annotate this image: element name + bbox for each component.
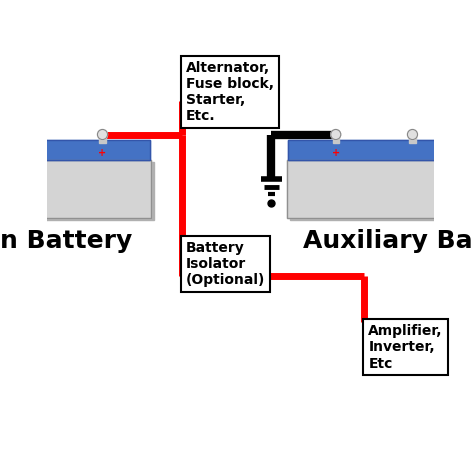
Bar [333, 136, 339, 143]
Text: +: + [99, 148, 107, 158]
Bar [0, 140, 150, 160]
Bar [288, 140, 460, 160]
Circle shape [98, 129, 108, 139]
Bar [0, 160, 151, 218]
Text: Battery
Isolator
(Optional): Battery Isolator (Optional) [186, 241, 265, 287]
Bar [288, 140, 460, 160]
Text: +: + [332, 148, 340, 158]
Bar [0, 140, 150, 160]
Bar [0, 162, 154, 220]
Text: Auxiliary Ba: Auxiliary Ba [303, 229, 473, 253]
Bar [23, 136, 29, 143]
Text: Amplifier,
Inverter,
Etc: Amplifier, Inverter, Etc [368, 324, 443, 371]
Bar [410, 136, 416, 143]
Circle shape [408, 129, 418, 139]
Bar [290, 162, 464, 220]
Bar [287, 160, 461, 218]
Bar [287, 160, 461, 218]
Text: n Battery: n Battery [0, 229, 132, 253]
Bar [0, 160, 151, 218]
Circle shape [21, 129, 31, 139]
Circle shape [331, 129, 341, 139]
Text: Alternator,
Fuse block,
Starter,
Etc.: Alternator, Fuse block, Starter, Etc. [186, 61, 274, 123]
Bar [100, 136, 106, 143]
